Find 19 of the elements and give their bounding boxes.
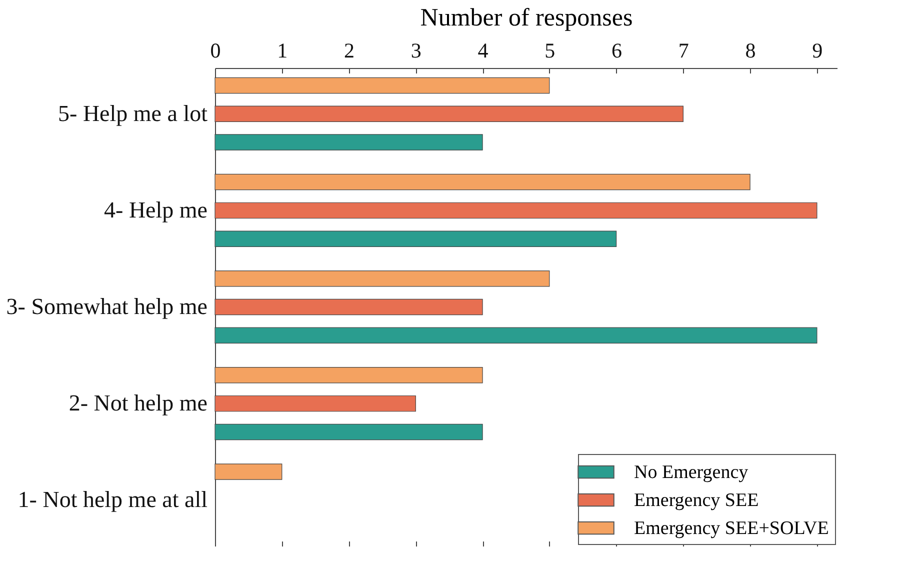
x-tick-label: 5 (544, 38, 556, 62)
y-tick-label: 3- Somewhat help me (6, 294, 208, 319)
x-tick-label: 6 (612, 38, 622, 62)
y-tick-label: 5- Help me a lot (58, 100, 208, 126)
x-axis-title: Number of responses (420, 4, 633, 32)
x-tick-label: 9 (812, 38, 823, 62)
legend-label: Emergency SEE (634, 490, 759, 511)
x-tick-label: 4 (478, 38, 489, 62)
x-tick-label: 7 (678, 38, 689, 62)
y-tick-label: 2- Not help me (68, 390, 208, 416)
legend-label: Emergency SEE+SOLVE (634, 518, 829, 539)
y-tick-label: 1- Not help me at all (18, 487, 208, 512)
x-tick-label: 2 (344, 38, 355, 62)
x-tick-label: 3 (410, 38, 422, 62)
legend-label: No Emergency (634, 462, 749, 483)
x-tick-label: 1 (277, 38, 288, 62)
x-tick-label: 8 (745, 38, 756, 62)
x-tick-label: 0 (210, 38, 221, 62)
y-tick-label: 4- Help me (104, 197, 208, 222)
